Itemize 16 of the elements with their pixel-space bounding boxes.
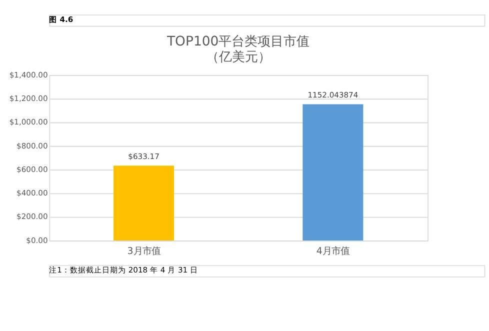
x-tick-label: 4月市值 xyxy=(316,246,350,258)
y-tick-label: $1,200.00 xyxy=(9,94,48,103)
y-tick-label: $800.00 xyxy=(16,141,48,150)
text: （亿美元） xyxy=(206,50,271,65)
y-tick-label: $400.00 xyxy=(16,188,48,198)
text: 注1：数据截止日期为 2018 年 4 月 31 日 xyxy=(49,266,198,275)
y-tick-label: $1,000.00 xyxy=(9,118,48,127)
y-tick-label: $200.00 xyxy=(16,212,48,222)
caption: 图 4.6 xyxy=(49,15,74,24)
data-label: $633.17 xyxy=(128,152,160,162)
y-tick-label: $600.00 xyxy=(16,164,48,174)
y-tick-label: $1,400.00 xyxy=(9,70,48,80)
text: TOP100平台类项目市值 xyxy=(166,34,310,50)
x-tick-label: 3月市值 xyxy=(127,246,160,258)
y-tick-label: $0.00 xyxy=(26,236,48,245)
data-label: 1152.043874 xyxy=(308,90,358,100)
